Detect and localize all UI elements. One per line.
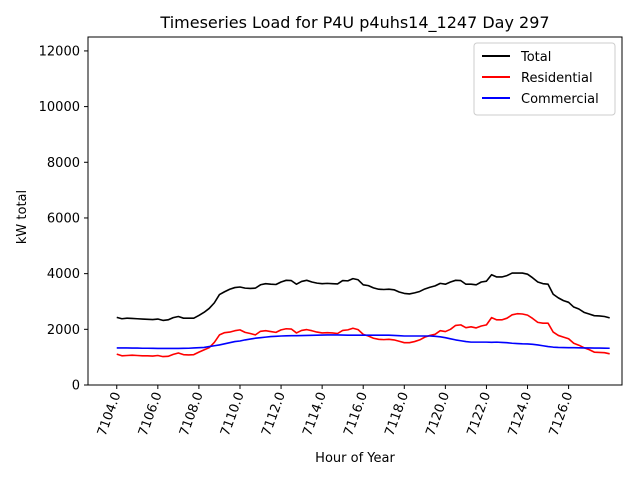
y-tick-label: 10000 [39,100,80,115]
chart-title: Timeseries Load for P4U p4uhs14_1247 Day… [159,13,549,33]
y-tick-label: 4000 [47,267,80,282]
series-line-residential [116,312,610,358]
y-axis-label: kW total [15,190,30,244]
series-line-total [116,272,610,322]
y-tick-label: 0 [72,379,80,394]
series-group [116,272,610,358]
y-tick-label: 8000 [47,156,80,171]
y-axis: 0 2000 4000 6000 8000 10000 12000 [39,44,88,394]
legend: Total Residential Commercial [473,42,616,116]
legend-label-total: Total [520,50,551,65]
plot-frame [87,36,623,386]
y-tick-label: 2000 [47,323,80,338]
legend-label-residential: Residential [521,71,593,86]
y-tick-label: 6000 [47,211,80,226]
series-line-commercial [116,334,610,350]
legend-label-commercial: Commercial [521,92,599,107]
x-axis-label: Hour of Year [315,451,395,466]
y-tick-label: 12000 [39,44,80,59]
